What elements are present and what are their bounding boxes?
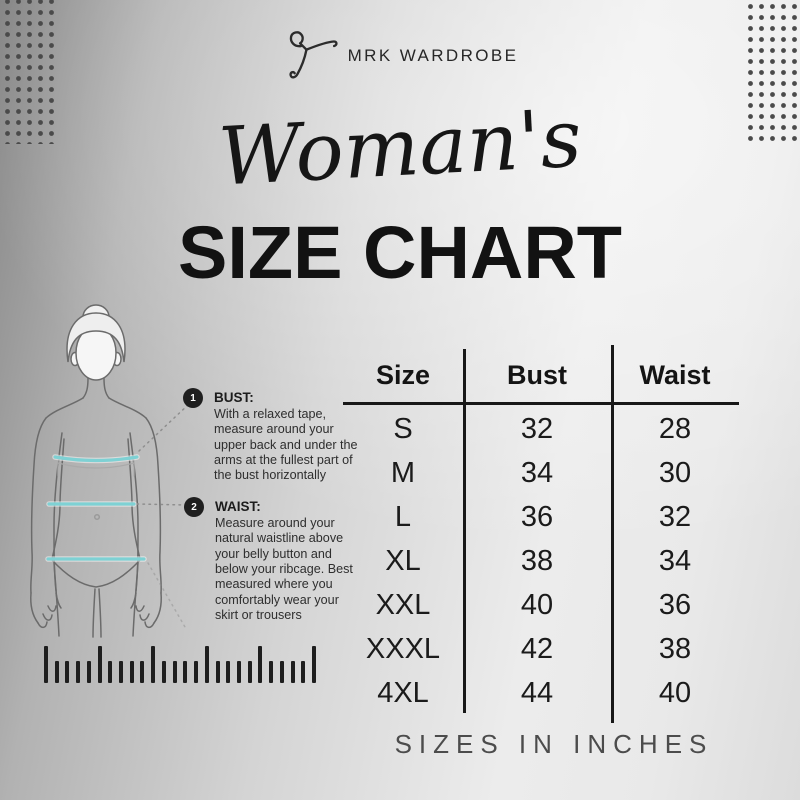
table-header-rule <box>343 402 739 405</box>
bust-cell: 44 <box>520 676 554 709</box>
size-cell: M <box>390 456 416 489</box>
table-row: S 32 28 <box>343 407 739 451</box>
ruler-tick <box>97 646 102 683</box>
size-cell: XL <box>385 544 421 577</box>
ruler-tick <box>194 661 199 683</box>
bust-cell: 38 <box>520 544 554 577</box>
bust-cell: 36 <box>520 500 554 533</box>
ruler-tick <box>172 661 177 683</box>
badge-1: 1 <box>183 388 203 408</box>
ruler-tick <box>226 661 231 683</box>
ruler-tick <box>76 661 81 683</box>
waist-cell: 30 <box>658 456 692 489</box>
waist-cell: 40 <box>658 676 692 709</box>
waist-cell: 32 <box>658 500 692 533</box>
size-cell: L <box>394 500 412 533</box>
table-row: XXL 40 36 <box>343 583 739 627</box>
table-row: XL 38 34 <box>343 539 739 583</box>
table-row: XXXL 42 38 <box>343 627 739 671</box>
table-row: 4XL 44 40 <box>343 671 739 715</box>
ruler-tick <box>290 661 295 683</box>
size-table: Size Bust Waist S 32 28 M 34 30 <box>343 345 739 727</box>
ruler-tick <box>311 646 316 683</box>
badge-2: 2 <box>184 497 204 517</box>
bust-cell: 34 <box>520 456 554 489</box>
ruler-tick <box>44 646 48 683</box>
waist-note-label: WAIST: <box>215 499 261 514</box>
waist-cell: 38 <box>658 632 692 665</box>
column-header-bust: Bust <box>507 359 567 390</box>
ruler-tick <box>54 661 59 683</box>
page-title: SIZE CHART <box>178 211 622 294</box>
ruler-tick <box>215 661 220 683</box>
waist-cell: 28 <box>658 412 692 445</box>
ruler-tick <box>183 661 188 683</box>
ruler-tick <box>279 661 284 683</box>
size-cell: XXXL <box>365 632 441 665</box>
bust-note-text: With a relaxed tape, measure around your… <box>214 407 358 483</box>
ruler-tick <box>236 661 241 683</box>
size-cell: S <box>393 412 413 445</box>
size-cell: XXL <box>375 588 431 621</box>
bust-cell: 40 <box>520 588 554 621</box>
woman-figure-illustration <box>30 304 190 638</box>
ruler-tick <box>65 661 70 683</box>
ruler-tick <box>204 646 209 683</box>
waist-cell: 34 <box>658 544 692 577</box>
ruler-tick <box>151 646 156 683</box>
script-title: Woman's <box>216 91 584 204</box>
hair <box>66 312 126 363</box>
table-divider-vertical-2 <box>611 345 614 723</box>
table-row: M 34 30 <box>343 451 739 495</box>
table-divider-vertical-1 <box>463 349 466 713</box>
table-row: L 36 32 <box>343 495 739 539</box>
ruler-tick <box>86 661 91 683</box>
brand-name: MRK WARDROBE <box>347 46 519 65</box>
table-header-row: Size Bust Waist <box>343 353 739 397</box>
bust-connector-line <box>138 403 190 452</box>
waist-cell: 36 <box>658 588 692 621</box>
waist-note-text: Measure around your natural waistline ab… <box>215 516 353 623</box>
ruler-tick <box>129 661 134 683</box>
bust-note-label: BUST: <box>214 390 254 405</box>
ruler-tick <box>247 661 252 683</box>
dot-grid-left <box>2 0 57 144</box>
ruler-tick <box>161 661 166 683</box>
column-header-size: Size <box>375 359 431 390</box>
ruler-icon <box>44 646 316 683</box>
ruler-tick <box>119 661 124 683</box>
hip-connector-line <box>147 562 186 628</box>
waist-connector-line <box>136 503 189 506</box>
ruler-tick <box>108 661 113 683</box>
size-cell: 4XL <box>377 676 429 709</box>
column-header-waist: Waist <box>639 359 711 390</box>
hanger-icon <box>289 31 338 79</box>
ruler-tick <box>301 661 306 683</box>
bust-cell: 42 <box>520 632 554 665</box>
dot-grid-right <box>745 1 800 144</box>
bust-cell: 32 <box>520 412 554 445</box>
bust-measure-line <box>53 455 139 463</box>
ruler-tick <box>140 661 145 683</box>
ruler-tick <box>269 661 274 683</box>
units-note: SIZES IN INCHES <box>394 729 714 759</box>
size-table-body: S 32 28 M 34 30 L 36 32 XL <box>343 407 739 715</box>
ruler-tick <box>258 646 263 683</box>
brand-logo: MRK WARDROBE <box>0 26 800 86</box>
